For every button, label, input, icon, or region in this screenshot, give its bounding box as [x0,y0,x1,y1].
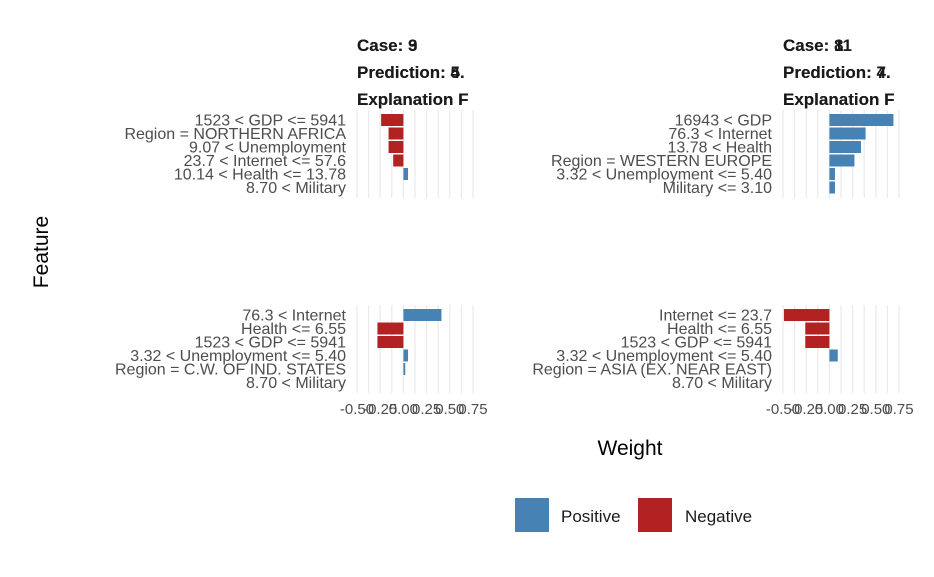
x-tick-label: -0.25 [789,401,823,418]
strip-case: Case: 8 [783,36,843,55]
bar-positive [403,309,442,321]
bar-negative [783,309,830,321]
strip-title: Case: 3 Prediction: 4. Explanation F [357,36,468,109]
bar-positive [403,349,409,362]
strip-explanation: Explanation F [357,90,468,109]
panel-case-4: Case: 11 Prediction: 4. Explanation F Inter… [532,36,913,418]
feature-label: 1523 < GDP <= 5941 [195,113,346,130]
strip-title: Case: 8 Prediction: 7. Explanation F [783,36,894,109]
feature-label: Region = C.W. OF IND. STATES [115,362,346,379]
legend-label-negative: Negative [685,507,752,526]
feature-label: Internet <= 23.7 [659,308,772,325]
x-tick-label: 0.00 [815,401,844,418]
bar-positive [829,181,835,194]
bar-negative [805,336,830,348]
panel-case-3: Case: 9 Prediction: 5. Explanation F 76.3 <… [115,36,488,418]
feature-label: 3.32 < Unemployment <= 5.40 [556,167,772,184]
bar-positive [829,349,838,362]
feature-label: Military <= 3.10 [663,180,772,197]
strip-case: Case: 9 [357,36,417,55]
strip-prediction: Prediction: 4. [357,63,465,82]
x-tick-label: -0.50 [340,401,374,418]
x-tick-label: -0.50 [766,401,800,418]
feature-label: 10.14 < Health <= 13.78 [174,167,346,184]
bar-positive [403,168,409,180]
legend-label-positive: Positive [561,507,621,526]
feature-label: 13.78 < Health [667,140,772,157]
feature-label: Region = NORTHERN AFRICA [124,126,346,143]
feature-label: Region = ASIA (EX. NEAR EAST) [532,362,772,379]
strip-explanation: Explanation F [783,90,894,109]
x-tick-label: 0.50 [435,401,464,418]
bar-positive [403,363,406,375]
bar-negative [388,141,404,153]
strip-case: Case: 11 [783,36,852,55]
strip-explanation: Explanation F [357,90,468,109]
strip-explanation: Explanation F [783,90,894,109]
bar-positive [829,168,835,180]
feature-label: 9.07 < Unemployment [189,140,347,157]
x-axis-title: Weight [598,437,663,460]
feature-label: Health <= 6.55 [241,321,346,338]
y-axis-title: Feature [30,216,53,288]
bar-positive [829,154,855,167]
feature-label: 3.32 < Unemployment <= 5.40 [556,348,772,365]
strip-case: Case: 3 [357,36,417,55]
x-tick-label: 0.00 [389,401,418,418]
x-tick-label: 0.50 [861,401,890,418]
bar-negative [388,127,404,140]
panel-case-1: Case: 3 Prediction: 4. Explanation F 1523 <… [124,36,474,198]
bar-positive [829,114,894,126]
feature-label: 3.32 < Unemployment <= 5.40 [130,348,346,365]
feature-label: 8.70 < Military [672,375,772,392]
bar-positive [829,141,861,153]
legend-key-negative [638,498,672,532]
bar-negative [377,322,404,335]
legend: Positive Negative [515,498,752,532]
strip-prediction: Prediction: 7. [783,63,891,82]
x-tick-label: 0.25 [412,401,441,418]
feature-label: 76.3 < Internet [242,308,346,325]
feature-label: 16943 < GDP [675,113,772,130]
legend-key-positive [515,498,549,532]
strip-title: Case: 11 Prediction: 4. Explanation F [783,36,894,109]
strip-title: Case: 9 Prediction: 5. Explanation F [357,36,468,109]
feature-label: 1523 < GDP <= 5941 [621,335,772,352]
feature-label: Region = WESTERN EUROPE [551,153,772,170]
bar-negative [381,114,404,126]
feature-label: 76.3 < Internet [668,126,772,143]
panel-case-2: Case: 8 Prediction: 7. Explanation F 16943 … [551,36,900,198]
strip-prediction: Prediction: 5. [357,63,465,82]
feature-label: 1523 < GDP <= 5941 [195,335,346,352]
x-tick-label: 0.25 [838,401,867,418]
x-tick-label: -0.25 [363,401,397,418]
bar-positive [829,127,866,140]
feature-label: 8.70 < Military [246,375,346,392]
facet-panels: Case: 3 Prediction: 4. Explanation F 1523 <… [115,36,914,418]
feature-label: 8.70 < Military [246,180,346,197]
x-tick-label: 0.75 [884,401,913,418]
strip-prediction: Prediction: 4. [783,63,891,82]
feature-label: Health <= 6.55 [667,321,772,338]
bar-negative [377,336,404,348]
bar-negative [393,154,404,167]
feature-label: 23.7 < Internet <= 57.6 [184,153,346,170]
x-tick-label: 0.75 [458,401,487,418]
bar-negative [805,322,830,335]
